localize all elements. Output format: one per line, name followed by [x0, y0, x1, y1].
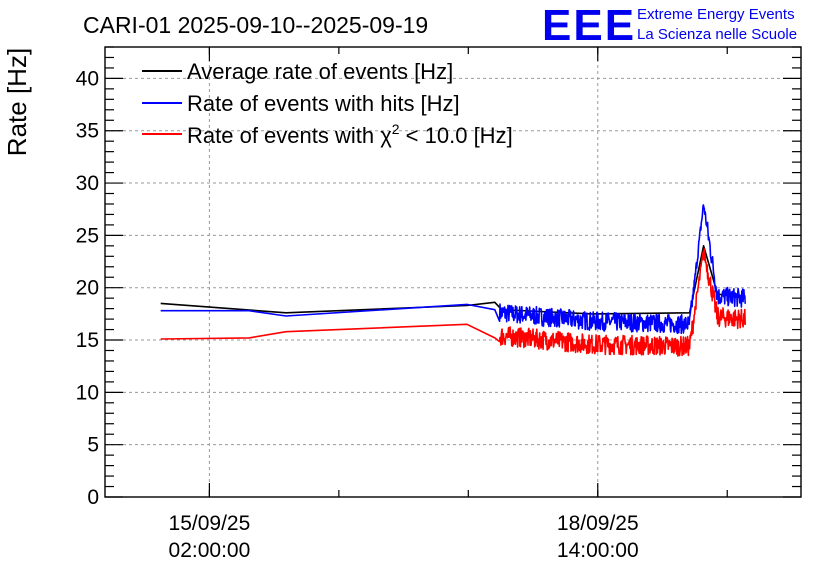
eee-subtitle-line2: La Scienza nelle Scuole [637, 26, 797, 43]
eee-logo: EEE [542, 1, 636, 50]
legend-label-average: Average rate of events [Hz] [187, 59, 453, 84]
y-tick-label: 0 [87, 486, 99, 509]
y-tick-label: 15 [76, 329, 99, 352]
plot-frame [104, 46, 802, 498]
series-layer [160, 204, 746, 357]
y-tick-label: 10 [76, 381, 99, 404]
tick-label-layer: 0 5 10 15 20 25 30 35 40 15/09/25 02:00:00 18/09/25… [76, 67, 639, 562]
y-tick-label: 25 [76, 224, 99, 247]
y-tick-label: 40 [76, 67, 99, 90]
y-axis-label: Rate [Hz] [2, 48, 32, 156]
y-tick-label: 30 [76, 172, 99, 195]
series-chi2-line [160, 248, 746, 357]
tick-layer [105, 46, 801, 498]
x-tick-label-time: 14:00:00 [557, 539, 639, 562]
x-tick-label-date: 15/09/25 [169, 512, 251, 535]
grid-layer [105, 47, 801, 497]
chart-title: CARI-01 2025-09-10--2025-09-19 [83, 12, 428, 38]
legend-chi2-superscript: 2 [392, 121, 400, 137]
legend-label-hits: Rate of events with hits [Hz] [187, 91, 460, 116]
series-average-line [160, 245, 746, 315]
legend: Average rate of events [Hz] Rate of even… [142, 59, 513, 148]
eee-subtitle-line1: Extreme Energy Events [637, 6, 795, 23]
y-tick-label: 35 [76, 120, 99, 143]
series-hits-line [160, 204, 746, 335]
legend-chi2-prefix: Rate of events with χ [187, 123, 392, 148]
legend-label-chi2: Rate of events with χ2 < 10.0 [Hz] [187, 121, 513, 148]
y-tick-label: 20 [76, 277, 99, 300]
x-tick-label-date: 18/09/25 [557, 512, 639, 535]
legend-chi2-suffix: < 10.0 [Hz] [400, 123, 513, 148]
x-tick-label-time: 02:00:00 [169, 539, 251, 562]
y-tick-label: 5 [87, 434, 99, 457]
